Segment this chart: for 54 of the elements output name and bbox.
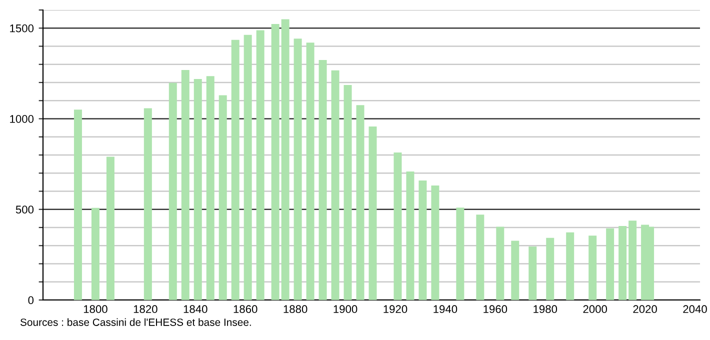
- bar: [476, 214, 484, 300]
- bar: [281, 19, 290, 300]
- source-note: Sources : base Cassini de l'EHESS et base Insee.: [20, 318, 251, 326]
- bar: [194, 79, 202, 300]
- bar: [306, 42, 314, 300]
- bar: [456, 208, 464, 300]
- x-tick-label: 1840: [184, 305, 208, 314]
- bar: [206, 76, 214, 300]
- bar: [546, 238, 554, 300]
- x-tick-label: 2000: [583, 305, 608, 314]
- x-tick-label: 2020: [633, 305, 657, 314]
- bar: [294, 38, 302, 300]
- bar: [418, 180, 427, 300]
- bar: [511, 240, 520, 300]
- bar: [168, 82, 177, 300]
- bar: [256, 30, 264, 300]
- bar: [431, 185, 440, 300]
- bar: [271, 24, 280, 300]
- bar: [181, 70, 190, 300]
- x-tick-label: 1800: [84, 305, 108, 314]
- y-tick-label: 1500: [10, 24, 34, 32]
- bar: [588, 236, 597, 300]
- bar: [91, 208, 100, 300]
- bar: [606, 228, 614, 300]
- x-tick-label: 2040: [683, 305, 707, 314]
- x-tick-label: 1820: [134, 305, 158, 314]
- bar: [528, 246, 537, 300]
- x-tick-label: 1860: [234, 305, 258, 314]
- bar: [344, 85, 352, 300]
- bar: [74, 110, 82, 300]
- x-tick-label: 1880: [284, 305, 308, 314]
- bar: [244, 34, 252, 300]
- bar: [231, 40, 240, 300]
- bar: [331, 70, 340, 300]
- bar: [628, 220, 637, 300]
- x-tick-label: 1900: [334, 305, 358, 314]
- bar: [356, 105, 364, 300]
- bar: [106, 156, 114, 300]
- bar: [406, 171, 414, 300]
- bar: [218, 95, 227, 300]
- x-tick-label: 1960: [484, 305, 508, 314]
- y-tick-label: 0: [28, 296, 34, 304]
- bar: [394, 152, 402, 300]
- x-tick-label: 1940: [434, 305, 458, 314]
- x-tick-label: 1920: [384, 305, 408, 314]
- bar: [496, 226, 504, 300]
- y-tick-label: 500: [16, 206, 34, 214]
- bar: [618, 226, 627, 300]
- bar: [566, 232, 574, 300]
- x-tick-label: 1980: [534, 305, 558, 314]
- bar: [144, 108, 152, 300]
- y-tick-label: 1000: [10, 115, 34, 123]
- bar: [368, 126, 377, 300]
- bar: [318, 60, 327, 300]
